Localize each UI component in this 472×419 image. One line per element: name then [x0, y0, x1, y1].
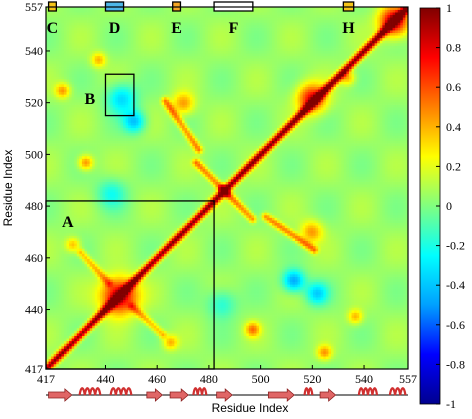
x-tick-label: 417 [37, 372, 55, 386]
colorbar-ticks: 1 0.8 0.6 0.4 0.2 0 -0.2 -0.4 -0.6 -0.8 -1 [436, 1, 465, 411]
marker-label-d: D [109, 20, 121, 37]
colorbar-tick-label: -0.6 [446, 318, 465, 332]
y-axis-ticks: 417 440 460 480 500 520 540 557 [25, 0, 50, 376]
beta-strand-arrow [216, 388, 233, 402]
alpha-helix-coil [357, 387, 379, 396]
x-axis-ticks: 417 440 460 480 500 520 540 557 [37, 365, 417, 386]
beta-strand-arrow [169, 388, 189, 402]
x-tick-label: 557 [399, 372, 417, 386]
colorbar-tick-label: -0.2 [446, 239, 465, 253]
region-label-a: A [62, 214, 74, 231]
x-tick-label: 500 [252, 372, 270, 386]
y-tick-label: 557 [25, 0, 43, 14]
marker-label-c: C [47, 20, 59, 37]
marker-label-f: F [229, 20, 239, 37]
colorbar-tick-label: 0.8 [446, 41, 461, 55]
colorbar-tick-label: -0.8 [446, 357, 465, 371]
alpha-helix-coil [109, 387, 133, 396]
x-tick-label: 540 [355, 372, 373, 386]
colorbar-tick-label: -0.4 [446, 278, 465, 292]
y-tick-label: 500 [25, 147, 43, 161]
x-tick-label: 520 [303, 372, 321, 386]
colorbar-tick-label: 0.4 [446, 120, 461, 134]
beta-strand-arrow [146, 388, 163, 402]
y-tick-label: 520 [25, 96, 43, 110]
marker-label-h: H [342, 20, 355, 37]
beta-strand-arrow [48, 388, 73, 402]
x-tick-label: 460 [148, 372, 166, 386]
alpha-helix-coil [388, 387, 407, 396]
plot-frame [45, 6, 409, 370]
alpha-helix-coil [192, 387, 208, 396]
beta-strand-arrow [319, 388, 337, 402]
y-tick-label: 460 [25, 251, 43, 265]
colorbar-tick-label: 0 [446, 199, 452, 213]
colorbar-tick-label: 0.6 [446, 80, 461, 94]
marker-label-e: E [171, 20, 182, 37]
colorbar-tick-label: -1 [446, 397, 456, 411]
correlation-heatmap [46, 7, 408, 369]
region-label-b: B [84, 91, 95, 108]
y-axis-label: Residue Index [1, 150, 15, 227]
x-axis-label: Residue Index [212, 401, 289, 415]
y-tick-label: 417 [25, 362, 43, 376]
y-tick-label: 540 [25, 44, 43, 58]
beta-strand-arrow [267, 388, 295, 402]
x-tick-label: 440 [96, 372, 114, 386]
region-box-b: B [84, 73, 135, 117]
alpha-helix-coil [78, 387, 102, 396]
alpha-helix-coil [303, 387, 314, 396]
y-tick-label: 440 [25, 303, 43, 317]
secondary-structure-track [46, 387, 408, 402]
colorbar-tick-label: 1 [446, 1, 452, 15]
colorbar-tick-label: 0.2 [446, 159, 461, 173]
x-tick-label: 480 [200, 372, 218, 386]
y-tick-label: 480 [25, 199, 43, 213]
